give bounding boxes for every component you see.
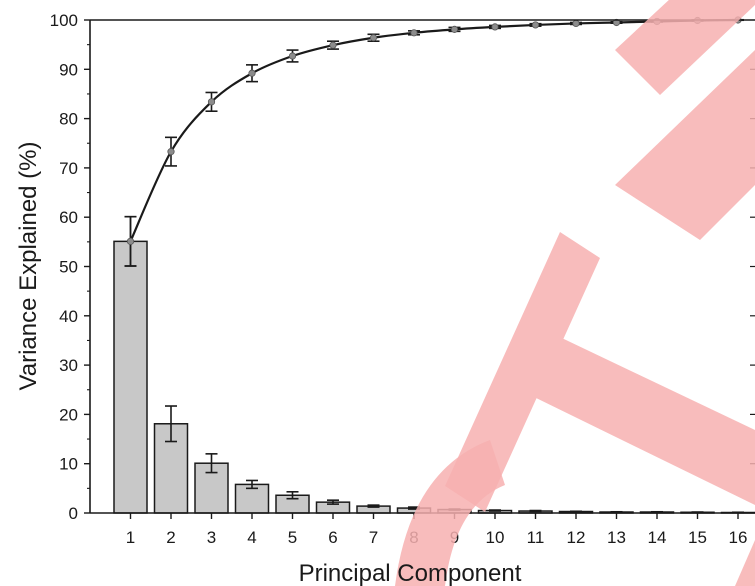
line-point-3 <box>207 98 216 106</box>
y-tick-label-90: 90 <box>59 60 78 79</box>
line-point-1 <box>126 237 135 245</box>
x-tick-label-3: 3 <box>207 528 216 547</box>
x-tick-label-12: 12 <box>567 528 586 547</box>
line-point-10 <box>491 23 499 31</box>
watermark-overlay <box>395 0 755 586</box>
y-tick-label-50: 50 <box>59 258 78 277</box>
x-tick-label-15: 15 <box>688 528 707 547</box>
x-tick-label-6: 6 <box>328 528 337 547</box>
plot-area <box>113 16 755 514</box>
y-tick-label-20: 20 <box>59 405 78 424</box>
line-point-12 <box>572 19 580 28</box>
line-point-5 <box>288 52 297 60</box>
x-tick-label-11: 11 <box>527 528 545 547</box>
y-tick-label-0: 0 <box>69 504 78 523</box>
x-tick-label-14: 14 <box>648 528 667 547</box>
y-tick-label-30: 30 <box>59 356 78 375</box>
axes: 0102030405060708090100123456789101112131… <box>50 11 755 547</box>
watermark-fragment <box>735 540 755 586</box>
watermark-letter-c <box>395 440 505 586</box>
x-axis-title: Principal Component <box>299 560 522 586</box>
line-point-11 <box>531 21 540 29</box>
watermark-letter-t <box>445 232 755 512</box>
cumulative-variance-line <box>129 18 739 242</box>
bar-error-4 <box>246 479 258 490</box>
bar-error-6 <box>327 499 339 505</box>
x-tick-label-5: 5 <box>288 528 297 547</box>
line-point-9 <box>450 25 459 33</box>
y-tick-label-10: 10 <box>59 455 78 474</box>
y-tick-label-40: 40 <box>59 307 78 326</box>
bar-error-11 <box>529 509 542 513</box>
bar-error-2 <box>165 405 177 443</box>
line-point-4 <box>248 69 256 77</box>
bar-error-10 <box>489 509 501 512</box>
line-point-7 <box>369 34 378 42</box>
x-tick-label-13: 13 <box>607 528 626 547</box>
line-point-2 <box>167 148 175 156</box>
bar-error-3 <box>205 453 218 474</box>
y-tick-label-70: 70 <box>59 159 78 178</box>
bar-error-5 <box>286 491 299 500</box>
x-tick-label-10: 10 <box>486 528 505 547</box>
x-tick-label-2: 2 <box>166 528 175 547</box>
x-tick-label-1: 1 <box>126 528 135 547</box>
y-tick-label-60: 60 <box>59 208 78 227</box>
line-point-6 <box>329 41 337 49</box>
y-tick-label-100: 100 <box>50 11 78 30</box>
x-tick-label-4: 4 <box>247 528 256 547</box>
line-point-8 <box>410 29 418 37</box>
y-axis-title: Variance Explained (%) <box>15 141 42 390</box>
x-tick-label-16: 16 <box>729 528 748 547</box>
bar-pc-1 <box>113 240 148 514</box>
y-tick-label-80: 80 <box>59 110 78 129</box>
bar-error-7 <box>367 504 380 508</box>
watermark-letter-e <box>615 0 755 240</box>
x-tick-label-7: 7 <box>369 528 378 547</box>
